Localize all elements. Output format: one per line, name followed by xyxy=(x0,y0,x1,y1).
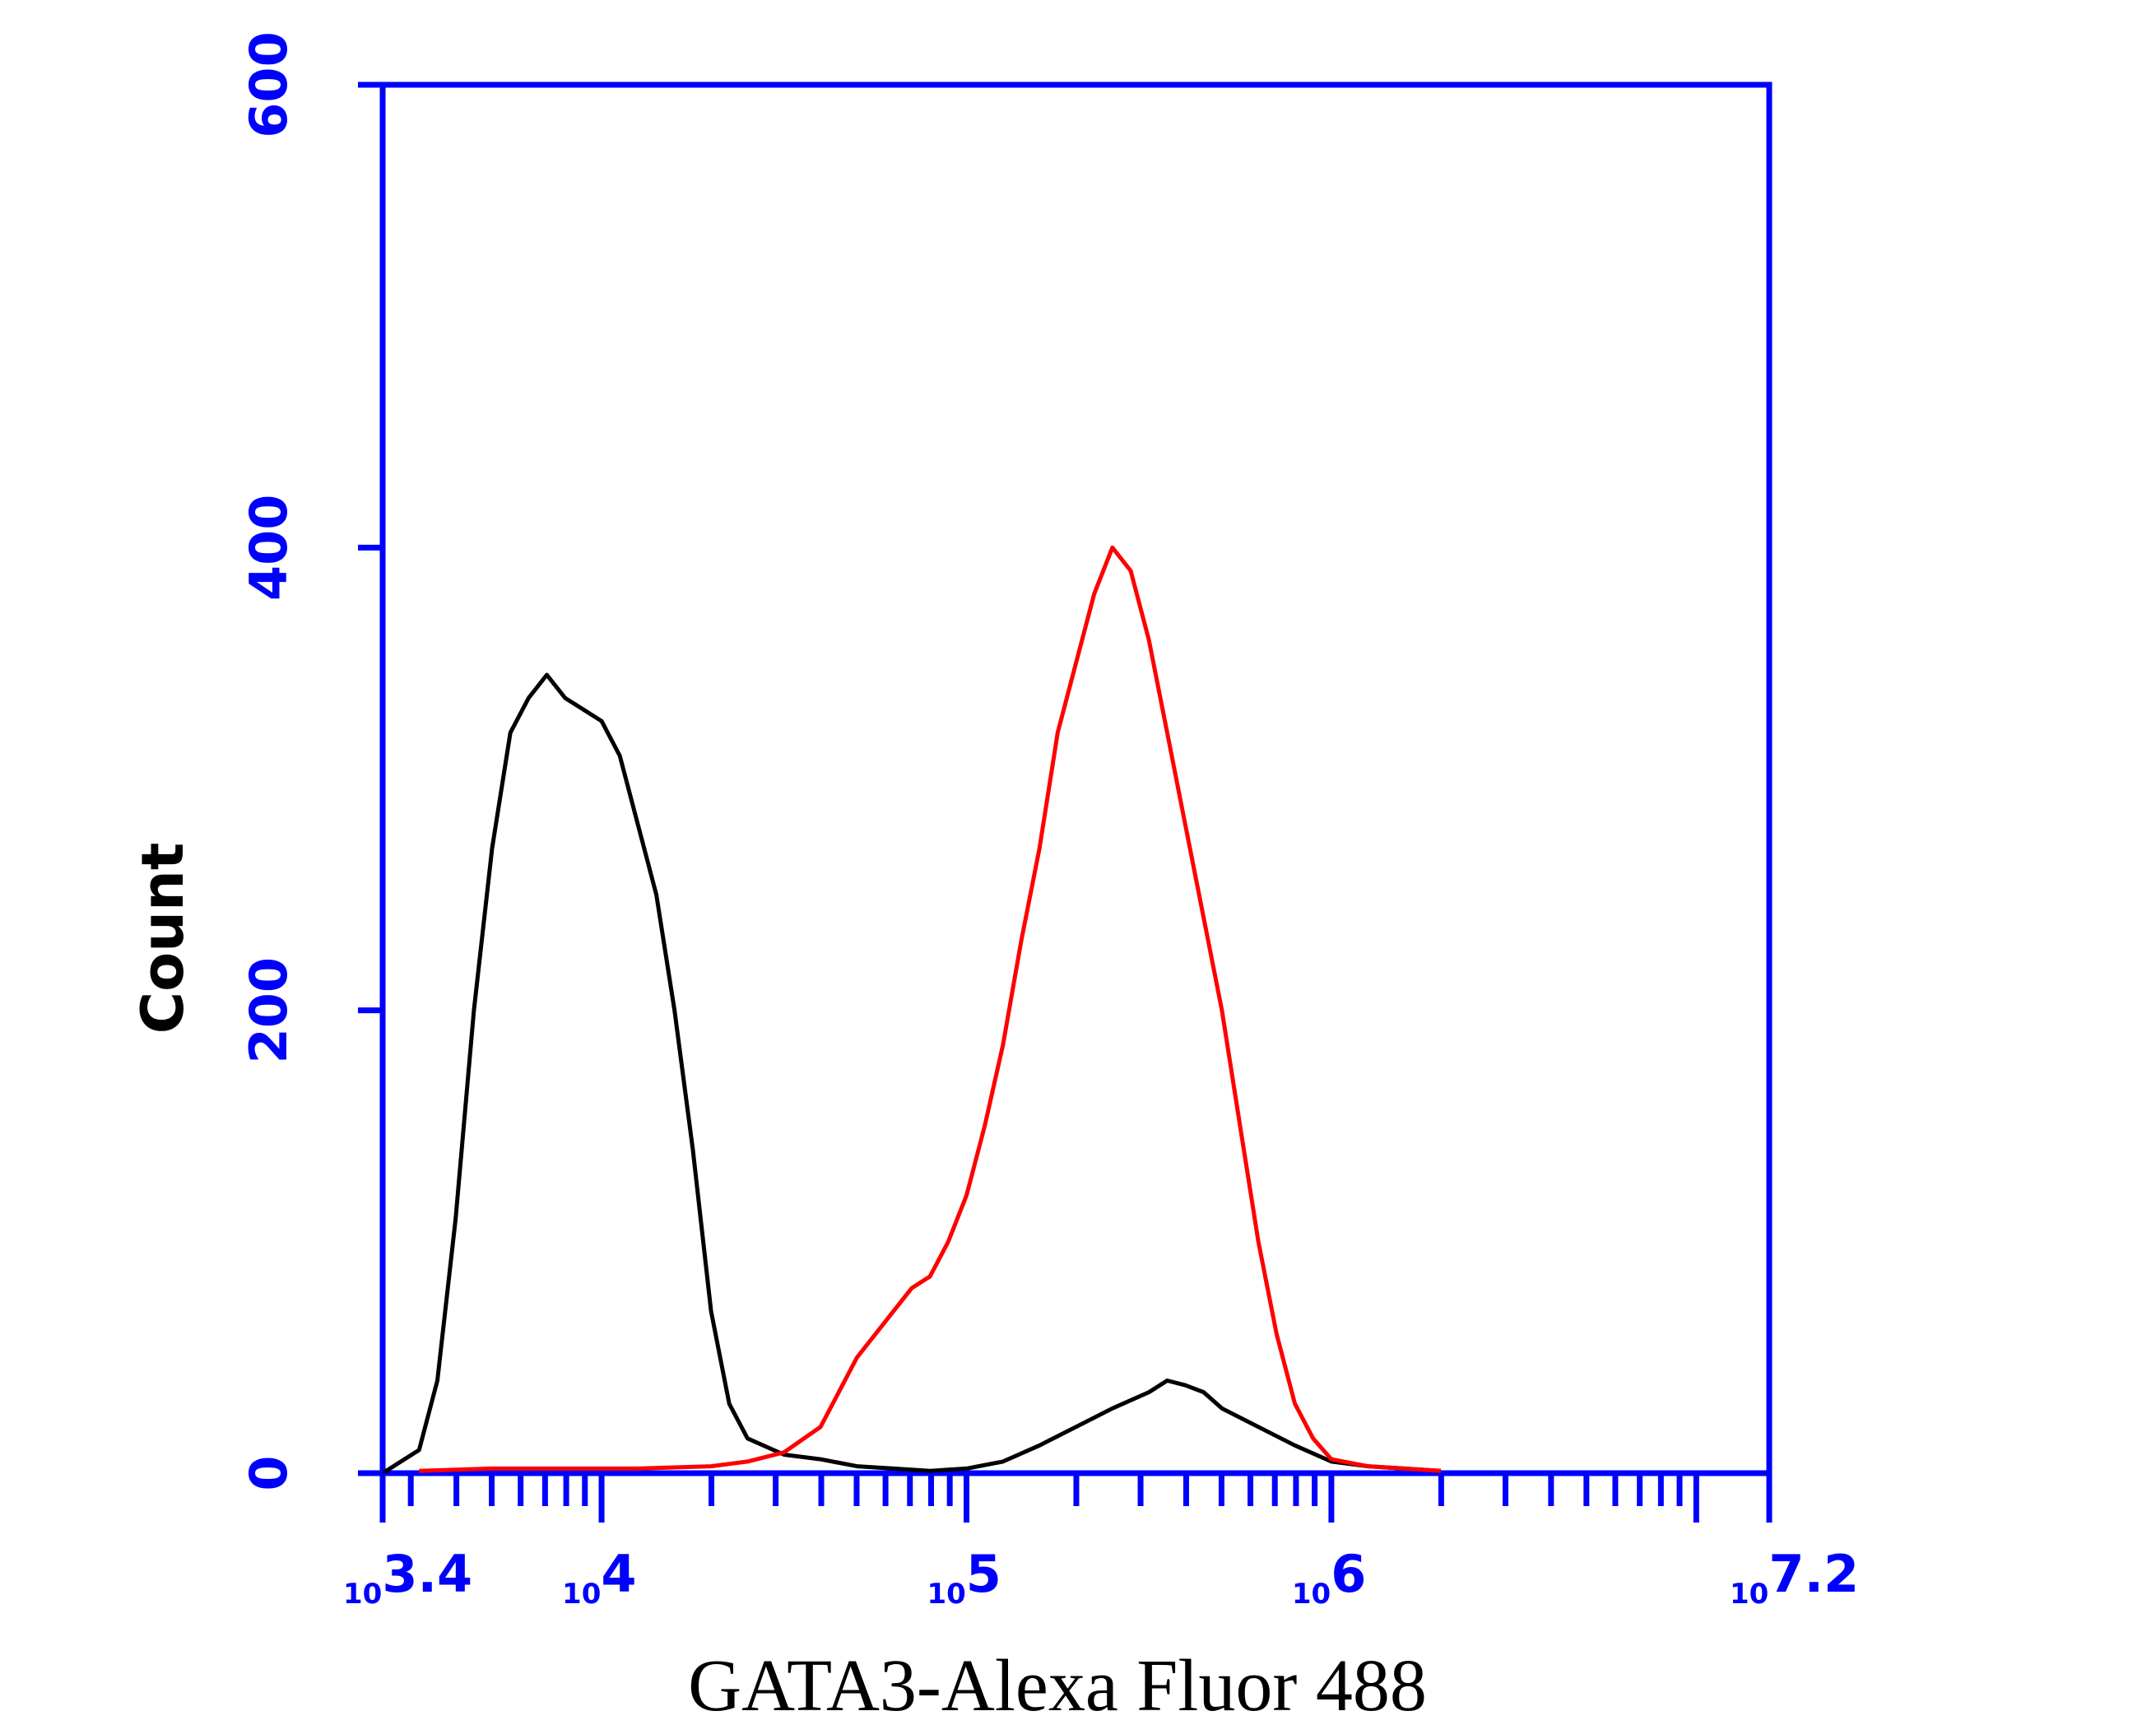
y-tick-label: 200 xyxy=(239,957,299,1063)
y-tick-label: 400 xyxy=(239,495,299,601)
x-tick-base: 10 xyxy=(927,1578,965,1611)
x-tick-label: 105 xyxy=(927,1544,1001,1611)
x-tick-base: 10 xyxy=(1730,1578,1768,1611)
y-tick-label: 0 xyxy=(239,1455,299,1490)
histogram-series-2 xyxy=(419,545,1442,1473)
x-tick-exponent: 3.4 xyxy=(382,1544,472,1604)
x-tick-label: 107.2 xyxy=(1730,1544,1859,1611)
y-tick-label: 600 xyxy=(239,31,299,137)
x-tick-label: 106 xyxy=(1292,1544,1366,1611)
x-tick-exponent: 5 xyxy=(966,1544,1001,1604)
x-axis-label: GATA3-Alexa Fluor 488 xyxy=(688,1645,1427,1725)
x-tick-exponent: 7.2 xyxy=(1768,1544,1859,1604)
x-axis: 103.4 104 105 106 107.2 xyxy=(343,1473,1859,1611)
x-tick-base: 10 xyxy=(1292,1578,1331,1611)
series-layer xyxy=(381,545,1442,1476)
y-axis: 0 200 400 600 xyxy=(239,31,383,1491)
x-tick-exponent: 4 xyxy=(601,1544,636,1604)
x-tick-base: 10 xyxy=(343,1578,382,1611)
y-axis-label: Count xyxy=(129,843,197,1035)
x-tick-label: 103.4 xyxy=(343,1544,472,1611)
x-tick-exponent: 6 xyxy=(1331,1544,1366,1604)
x-tick-base: 10 xyxy=(562,1578,601,1611)
x-tick-label: 104 xyxy=(562,1544,636,1611)
histogram-series-1 xyxy=(381,672,1442,1476)
